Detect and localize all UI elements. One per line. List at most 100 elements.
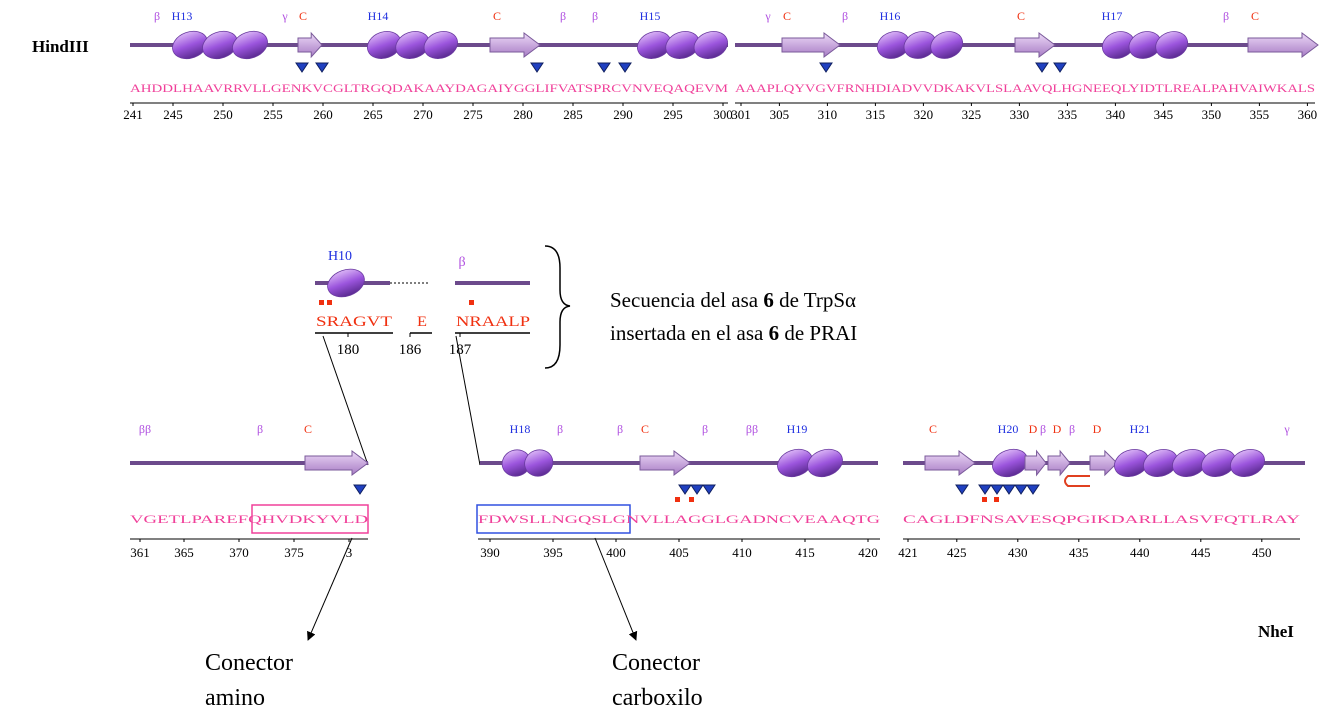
ss-label: H18 [510,422,531,436]
ss-label: H16 [880,9,901,23]
connector-label: Conector [205,650,293,676]
ss-label: γ [1283,422,1290,436]
strand-arrow [640,451,690,475]
tick-label: 415 [795,545,815,560]
connector-label: carboxilo [612,685,703,711]
ss-label: H10 [328,249,352,264]
tick-label: 320 [914,107,934,122]
ss-label: H20 [998,422,1019,436]
ss-label: H21 [1130,422,1151,436]
connector-label: amino [205,685,265,711]
ss-label: C [1017,9,1025,23]
tick-label: 325 [962,107,982,122]
note-part: de PRAI [779,321,857,345]
site-marker [703,485,715,494]
site-marker [956,485,968,494]
insert-sequence: NRAALP [456,314,530,330]
strand-arrow [925,451,975,475]
site-marker [979,485,991,494]
contact-marker [319,300,324,305]
helix-turn [420,27,461,63]
tick-label: 355 [1250,107,1270,122]
strand-arrow [298,33,322,57]
tick-label: 390 [480,545,500,560]
insert-sequence: SRAGVT [316,314,392,330]
tick-label: 245 [163,107,183,122]
tick-label: 421 [898,545,918,560]
strand-arrow [1015,33,1055,57]
ss-label: ββ [746,422,758,436]
tick-label: 301 [731,107,751,122]
contact-marker [327,300,332,305]
contact-marker [982,497,987,502]
contact-marker [675,497,680,502]
note-part: de TrpSα [774,288,856,312]
tick-label: 340 [1106,107,1126,122]
ss-label: C [641,422,649,436]
ss-label: C [1251,9,1259,23]
helix-turn [804,445,847,482]
ss-label: β [1223,9,1229,23]
contact-marker [994,497,999,502]
sequence: CAGLDFNSAVESQPGIKDARLLASVFQTLRAY [903,512,1301,526]
site-marker [991,485,1003,494]
tick-label: 310 [818,107,838,122]
turn [1065,476,1090,486]
ss-label: β [617,422,623,436]
ss-label: β [557,422,563,436]
note-part: Secuencia del asa [610,288,763,312]
helix-turn [229,27,272,64]
ss-label: β [1040,422,1046,436]
sequence: AAAPLQYVGVFRNHDIADVVDKAKVLSLAAVQLHGNEEQL… [735,81,1315,95]
helix-turn [1227,445,1269,481]
tick-label: 365 [174,545,194,560]
tick-label: 275 [463,107,483,122]
site-marker [531,63,543,72]
diagram: HindIII NheI βH13γCH14CββH15AHDDLHAAVRRV… [0,0,1340,711]
tick-label: 305 [770,107,790,122]
ss-label: H19 [787,422,808,436]
tick-label: 250 [213,107,233,122]
tick-label: 3 [346,545,353,560]
ss-label: β [702,422,708,436]
note-part: insertada en el asa [610,321,769,345]
insert-sequence: E [417,314,427,330]
tick-label: 440 [1130,545,1150,560]
site-marker [1003,485,1015,494]
ss-label: C [929,422,937,436]
tick-label: 255 [263,107,283,122]
contact-marker [469,300,474,305]
site-marker [1054,63,1066,72]
tick-label: 315 [866,107,886,122]
tick-label: 260 [313,107,333,122]
sequence: FDWSLLNGQSLGNVLLAGGLGADNCVEAAQTG [478,512,880,526]
tick-label: 186 [399,342,422,358]
tick-label: 265 [363,107,383,122]
strand-arrow [305,451,368,475]
tick-label: 270 [413,107,433,122]
bracket [545,246,570,368]
ss-label: β [560,9,566,23]
tick-label: 360 [1298,107,1318,122]
ss-label: H14 [368,9,389,23]
tick-label: 400 [606,545,626,560]
tick-label: 330 [1010,107,1030,122]
ss-label: H17 [1102,9,1123,23]
site-marker [598,63,610,72]
strand-arrow [1048,451,1070,475]
helix-turn [690,27,731,63]
tick-label: 300 [713,107,733,122]
tick-label: 361 [130,545,150,560]
helix-turn [927,27,967,63]
helix-turn [1152,27,1192,63]
strand-arrow [490,33,540,57]
ss-label: β [458,255,465,270]
ss-label: ββ [139,422,151,436]
tick-label: 430 [1008,545,1028,560]
ss-label: C [304,422,312,436]
strand-arrow [1090,451,1117,475]
tick-label: 335 [1058,107,1078,122]
site-marker [679,485,691,494]
strand-arrow [1025,451,1046,475]
tick-label: 410 [732,545,752,560]
